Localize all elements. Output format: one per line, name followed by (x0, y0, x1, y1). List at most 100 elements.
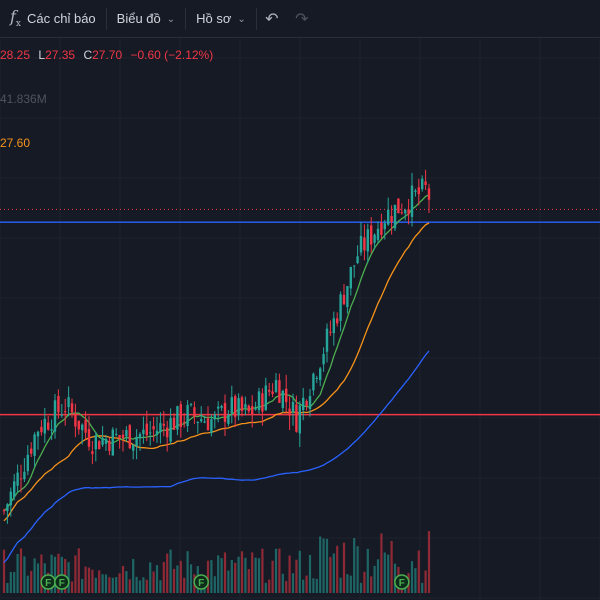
candle-body (312, 373, 315, 391)
candle-body (319, 368, 322, 381)
volume-bar (390, 541, 393, 593)
candle-body (77, 420, 80, 430)
volume-bar (359, 582, 363, 593)
indicators-label: Các chỉ báo (27, 11, 96, 26)
volume-bar (16, 553, 19, 593)
volume-bar (94, 577, 97, 593)
volume-bar (376, 559, 380, 593)
indicators-button[interactable]: fx Các chỉ báo (0, 0, 106, 38)
volume-bar (30, 570, 33, 593)
candle-body (295, 404, 298, 432)
volume-bar (234, 562, 237, 593)
volume-bar (111, 577, 114, 593)
candle-body (104, 438, 108, 444)
candle-body (325, 328, 329, 352)
volume-bar (302, 579, 305, 593)
volume-bar (104, 574, 108, 593)
candle-body (166, 427, 169, 438)
profile-menu-button[interactable]: Hồ sơ ⌄ (186, 0, 256, 38)
volume-bar (91, 569, 94, 593)
candle-body (298, 405, 301, 434)
candle-body (47, 422, 50, 430)
volume-bar (40, 554, 43, 593)
candle-body (421, 178, 424, 190)
candle-body (257, 391, 261, 411)
redo-icon: ↷ (295, 10, 309, 28)
volume-bar (186, 551, 189, 593)
candle-body (101, 438, 104, 445)
candle-body (213, 414, 216, 420)
volume-bar (220, 558, 223, 593)
volume-bar (349, 575, 352, 593)
fx-icon: fx (10, 7, 21, 30)
dividend-marker-label: F (399, 578, 405, 589)
candle-body (220, 405, 223, 408)
volume-bar (363, 571, 366, 593)
volume-bar (319, 536, 322, 593)
candle-body (36, 431, 40, 437)
candle-body (94, 435, 97, 450)
candle-body (397, 198, 400, 214)
volume-bar (77, 548, 80, 593)
volume-bar (332, 553, 335, 593)
candle-body (329, 331, 332, 333)
candle-body (400, 212, 403, 214)
candle-body (288, 408, 291, 416)
volume-bar (421, 582, 424, 593)
candle-body (196, 421, 199, 423)
redo-button[interactable]: ↷ (287, 0, 317, 38)
candle-body (81, 424, 84, 431)
candle-body (223, 403, 227, 423)
volume-bar (57, 553, 60, 593)
volume-bar (19, 548, 23, 593)
candle-body (172, 417, 176, 430)
toolbar-divider (105, 7, 107, 30)
candle-body (53, 400, 57, 432)
candle-body (91, 451, 94, 455)
candle-body (33, 434, 36, 456)
candle-body (427, 188, 431, 200)
volume-bar (240, 551, 244, 593)
candle-body (6, 504, 9, 512)
candle-body (200, 419, 203, 422)
candle-body (254, 408, 257, 410)
dividend-marker (193, 574, 209, 590)
volume-bar (244, 557, 247, 593)
volume-bar (183, 577, 186, 593)
dividend-marker (54, 574, 70, 590)
candle-body (244, 404, 247, 408)
candle-body (363, 237, 366, 251)
candle-body (210, 419, 213, 434)
volume-bar (118, 573, 121, 593)
volume-bar (427, 531, 431, 593)
undo-button[interactable]: ↶ (257, 0, 287, 38)
candle-body (380, 222, 383, 235)
volume-bar (169, 549, 172, 593)
candle-body (407, 209, 410, 215)
low-key: L (38, 48, 46, 62)
volume-bar (264, 582, 267, 593)
dividend-marker-label: F (45, 578, 51, 589)
volume-bar (162, 561, 165, 593)
candle-body (108, 440, 111, 451)
candle-body (390, 216, 393, 223)
chart-menu-button[interactable]: Biểu đồ ⌄ (107, 0, 185, 38)
volume-bar (247, 569, 250, 593)
volume-bar (305, 575, 308, 593)
candle-body (424, 181, 427, 186)
volume-bar (329, 557, 332, 593)
chart-toolbar: fx Các chỉ báo Biểu đồ ⌄ Hồ sơ ⌄ ↶ ↷ (0, 0, 600, 38)
volume-bar (424, 570, 427, 593)
volume-bar (189, 564, 193, 593)
candle-body (67, 397, 70, 408)
volume-bar (230, 559, 233, 593)
volume-bar (298, 550, 301, 593)
candle-body (339, 294, 342, 321)
candle-body (98, 441, 101, 450)
candle-body (193, 407, 196, 417)
candle-body (251, 406, 254, 415)
close-key: C (83, 48, 93, 62)
candle-body (393, 204, 397, 229)
candle-body (155, 430, 159, 435)
